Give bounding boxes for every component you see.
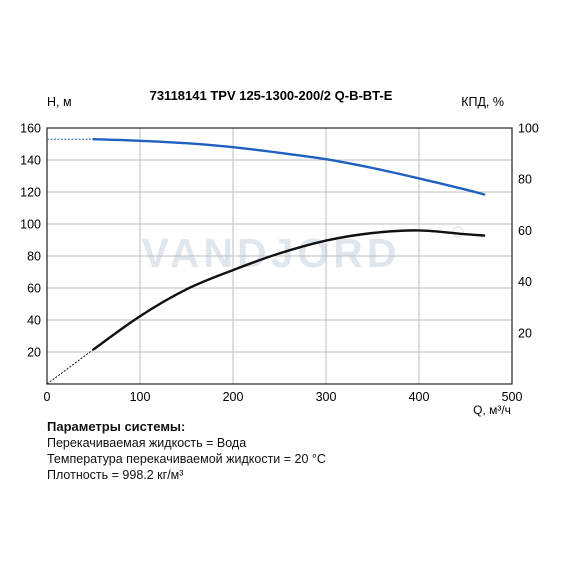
y-right-tick-label: 100 xyxy=(518,122,539,136)
y-right-tick-label: 80 xyxy=(518,173,532,187)
chart-title: 73118141 TPV 125-1300-200/2 Q-B-BT-E xyxy=(150,88,393,103)
y-left-tick-label: 80 xyxy=(27,250,41,264)
y-left-tick-label: 160 xyxy=(20,122,41,136)
system-parameters-title: Параметры системы: xyxy=(47,419,186,434)
y-right-tick-label: 60 xyxy=(518,224,532,238)
x-tick-label: 200 xyxy=(223,390,244,404)
x-axis-label: Q, м³/ч xyxy=(473,403,511,417)
head-curve xyxy=(92,138,486,196)
y-left-tick-label: 120 xyxy=(20,186,41,200)
plot-frame xyxy=(46,127,513,385)
efficiency-curve-extension xyxy=(46,348,94,385)
y-left-tick-label: 140 xyxy=(20,154,41,168)
y-right-tick-label: 40 xyxy=(518,275,532,289)
param-liquid: Перекачиваемая жидкость = Вода xyxy=(47,436,247,450)
y-right-tick-label: 20 xyxy=(518,326,532,340)
y-left-tick-label: 20 xyxy=(27,346,41,360)
watermark-text: VANDJORD xyxy=(141,230,400,276)
y-left-tick-label: 40 xyxy=(27,314,41,328)
watermark: VANDJORD xyxy=(141,226,464,276)
x-tick-label: 400 xyxy=(409,390,430,404)
system-parameters: Параметры системы: Перекачиваемая жидкос… xyxy=(47,419,326,483)
series-group xyxy=(46,138,486,385)
efficiency-curve xyxy=(92,229,486,351)
tick-labels: 0 100 200 300 400 500 20 40 60 80 100 120 140 160 20 40… xyxy=(20,122,539,405)
x-tick-label: 300 xyxy=(316,390,337,404)
x-tick-label: 0 xyxy=(44,390,51,404)
x-tick-label: 100 xyxy=(130,390,151,404)
y-left-tick-label: 60 xyxy=(27,282,41,296)
param-density: Плотность = 998.2 кг/м³ xyxy=(47,468,184,482)
y-axis-left-label: H, м xyxy=(47,95,72,109)
y-axis-right-label: КПД, % xyxy=(461,95,504,109)
param-temperature: Температура перекачиваемой жидкости = 20… xyxy=(47,452,326,466)
x-tick-label: 500 xyxy=(502,390,523,404)
grid xyxy=(47,128,512,384)
y-left-tick-label: 100 xyxy=(20,218,41,232)
